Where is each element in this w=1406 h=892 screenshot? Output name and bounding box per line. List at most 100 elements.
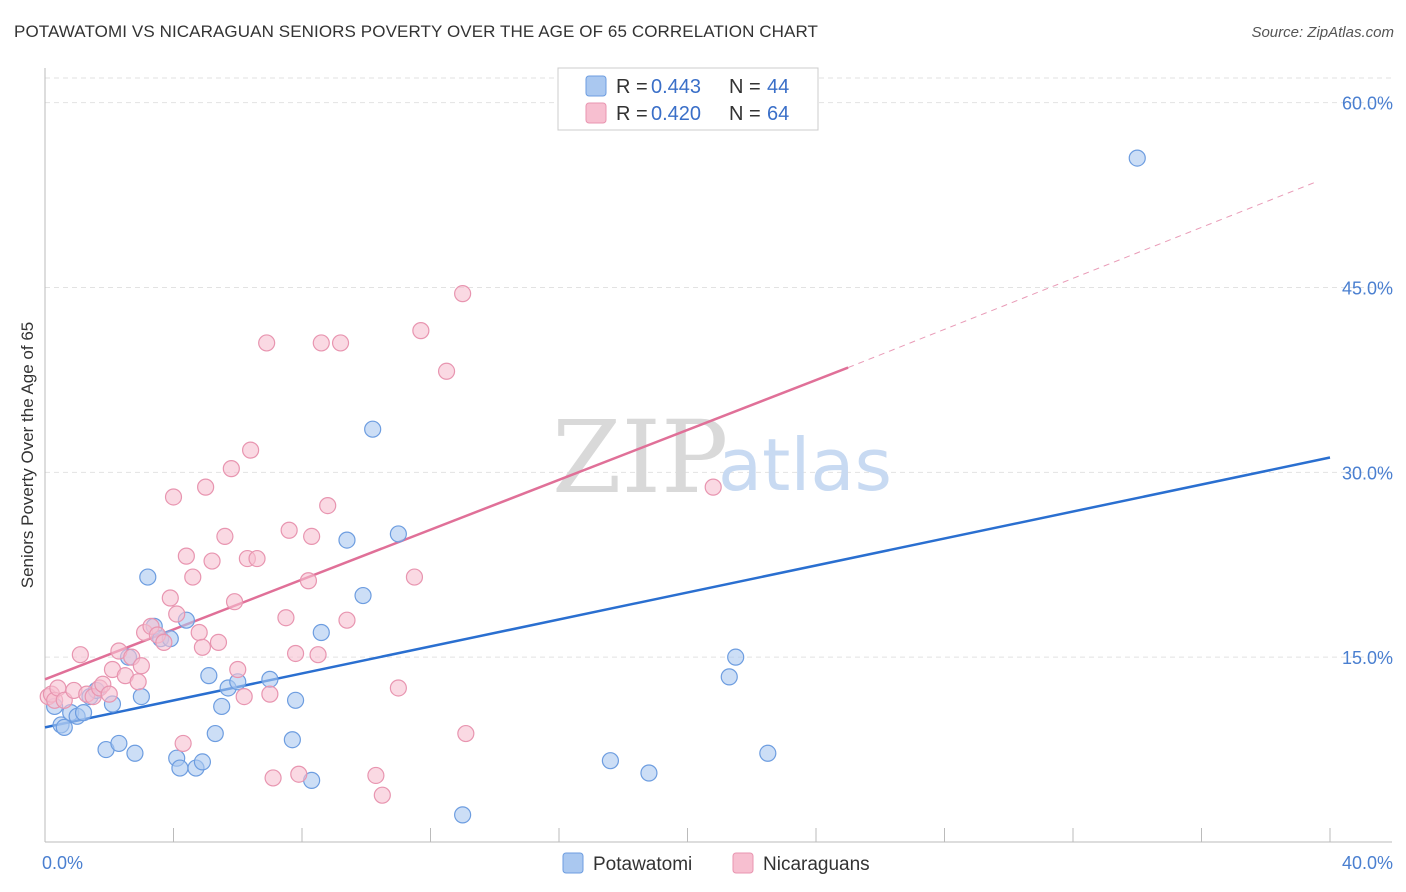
- nicaraguans-point-61: [454, 285, 472, 303]
- nicaraguans-point-53: [331, 334, 350, 352]
- grid-lines: [45, 77, 1392, 658]
- potawatomi-point-39: [640, 764, 658, 782]
- nicaraguans-point-11: [100, 685, 118, 703]
- nicaraguans-point-6: [71, 646, 89, 664]
- potawatomi-point-29: [283, 731, 301, 749]
- nicaraguans-point-45: [280, 521, 298, 539]
- nicaraguans-point-55: [367, 766, 385, 785]
- potawatomi-point-23: [200, 667, 218, 685]
- nicaraguans-point-25: [174, 734, 192, 753]
- nicaraguans-point-24: [168, 605, 186, 623]
- potawatomi-point-36: [389, 525, 407, 543]
- nicaraguans-point-42: [261, 685, 279, 703]
- nicaraguans-point-48: [299, 572, 318, 590]
- nicaraguans-point-44: [277, 609, 295, 627]
- legend-swatch-nicaraguans: [585, 102, 607, 124]
- legend-r-value-nicaraguans: 0.420: [651, 103, 701, 125]
- watermark: ZIP atlas: [552, 399, 892, 516]
- nicaraguans-point-37: [235, 687, 253, 706]
- potawatomi-point-24: [206, 724, 224, 743]
- nicaraguans-point-23: [164, 488, 183, 506]
- potawatomi-point-33: [338, 531, 356, 549]
- data-points: [39, 149, 1146, 824]
- potawatomi-point-41: [727, 648, 745, 666]
- nicaraguans-point-54: [338, 611, 356, 629]
- nicaraguans-point-57: [389, 679, 407, 697]
- potawatomi-point-2: [55, 718, 73, 737]
- y-tick-label-3: 60.0%: [1342, 94, 1393, 114]
- legend-n-label-potawatomi: N =: [729, 76, 761, 98]
- nicaraguans-point-46: [286, 644, 305, 663]
- nicaraguans-point-30: [197, 478, 215, 496]
- series-legend-swatch-potawatomi: [562, 852, 584, 874]
- potawatomi-point-35: [364, 420, 382, 438]
- potawatomi-point-43: [1128, 149, 1146, 167]
- nicaraguans-point-56: [373, 786, 391, 804]
- nicaraguans-point-60: [437, 362, 456, 380]
- nicaraguans-point-17: [132, 657, 150, 675]
- nicaraguans-point-35: [225, 593, 244, 611]
- x-tick-label-max: 40.0%: [1342, 853, 1393, 873]
- legend-r-value-potawatomi: 0.443: [651, 76, 701, 98]
- nicaraguans-point-47: [290, 765, 308, 783]
- nicaraguans-point-16: [129, 673, 147, 691]
- nicaraguans-point-27: [184, 568, 202, 586]
- potawatomi-point-30: [286, 691, 305, 709]
- nicaraguans-point-58: [405, 568, 424, 586]
- x-tick-label-min: 0.0%: [42, 853, 83, 873]
- potawatomi-point-13: [132, 687, 150, 706]
- potawatomi-point-34: [354, 586, 372, 605]
- nicaraguans-point-59: [412, 322, 430, 340]
- series-legend-swatch-nicaraguans: [732, 852, 754, 874]
- series-legend-label-nicaraguans: Nicaraguans: [763, 854, 870, 875]
- x-tick-labels: 0.0% 40.0%: [42, 853, 1393, 873]
- series-legend-label-potawatomi: Potawatomi: [593, 854, 692, 875]
- watermark-atlas: atlas: [718, 423, 892, 507]
- legend-swatch-potawatomi: [585, 75, 607, 97]
- trend-line-nicaraguans-extension: [847, 182, 1315, 369]
- correlation-legend: R = 0.443 N = 44 R = 0.420 N = 64: [557, 67, 819, 131]
- potawatomi-point-12: [126, 744, 144, 762]
- nicaraguans-point-51: [312, 334, 330, 352]
- legend-n-value-nicaraguans: 64: [767, 103, 789, 125]
- potawatomi-point-42: [759, 744, 777, 762]
- potawatomi-point-32: [312, 623, 330, 642]
- legend-r-label-nicaraguans: R =: [616, 103, 648, 125]
- nicaraguans-point-22: [161, 589, 179, 607]
- nicaraguans-point-49: [303, 527, 321, 546]
- nicaraguans-point-21: [155, 633, 173, 651]
- chart-title: POTAWATOMI VS NICARAGUAN SENIORS POVERTY…: [14, 22, 819, 41]
- potawatomi-point-5: [74, 704, 93, 722]
- legend-r-label-potawatomi: R =: [616, 76, 648, 98]
- nicaraguans-point-33: [216, 527, 234, 546]
- trend-lines: [44, 182, 1331, 729]
- y-axis-label: Seniors Poverty Over the Age of 65: [18, 322, 37, 588]
- potawatomi-point-38: [601, 752, 620, 770]
- potawatomi-point-22: [193, 753, 212, 771]
- nicaraguans-point-52: [319, 496, 337, 515]
- y-tick-labels: 15.0% 30.0% 45.0% 60.0%: [1342, 94, 1393, 669]
- potawatomi-point-19: [171, 759, 189, 777]
- potawatomi-point-10: [110, 734, 128, 753]
- nicaraguans-point-63: [704, 478, 722, 496]
- nicaraguans-point-39: [242, 441, 260, 459]
- nicaraguans-point-26: [177, 547, 195, 565]
- potawatomi-point-28: [261, 670, 279, 688]
- potawatomi-point-25: [213, 697, 231, 716]
- nicaraguans-point-62: [457, 724, 475, 743]
- potawatomi-point-37: [454, 806, 472, 824]
- trend-line-potawatomi: [44, 456, 1331, 729]
- legend-n-label-nicaraguans: N =: [729, 103, 761, 125]
- axes: [44, 68, 1392, 843]
- nicaraguans-point-34: [222, 460, 240, 478]
- nicaraguans-point-36: [229, 660, 247, 679]
- nicaraguans-point-40: [248, 549, 266, 568]
- nicaraguans-point-29: [193, 638, 212, 656]
- y-tick-label-2: 45.0%: [1342, 278, 1393, 298]
- nicaraguans-point-50: [309, 646, 327, 664]
- potawatomi-point-40: [720, 668, 738, 686]
- nicaraguans-point-31: [203, 552, 221, 570]
- nicaraguans-point-32: [209, 633, 228, 651]
- nicaraguans-point-41: [258, 334, 276, 352]
